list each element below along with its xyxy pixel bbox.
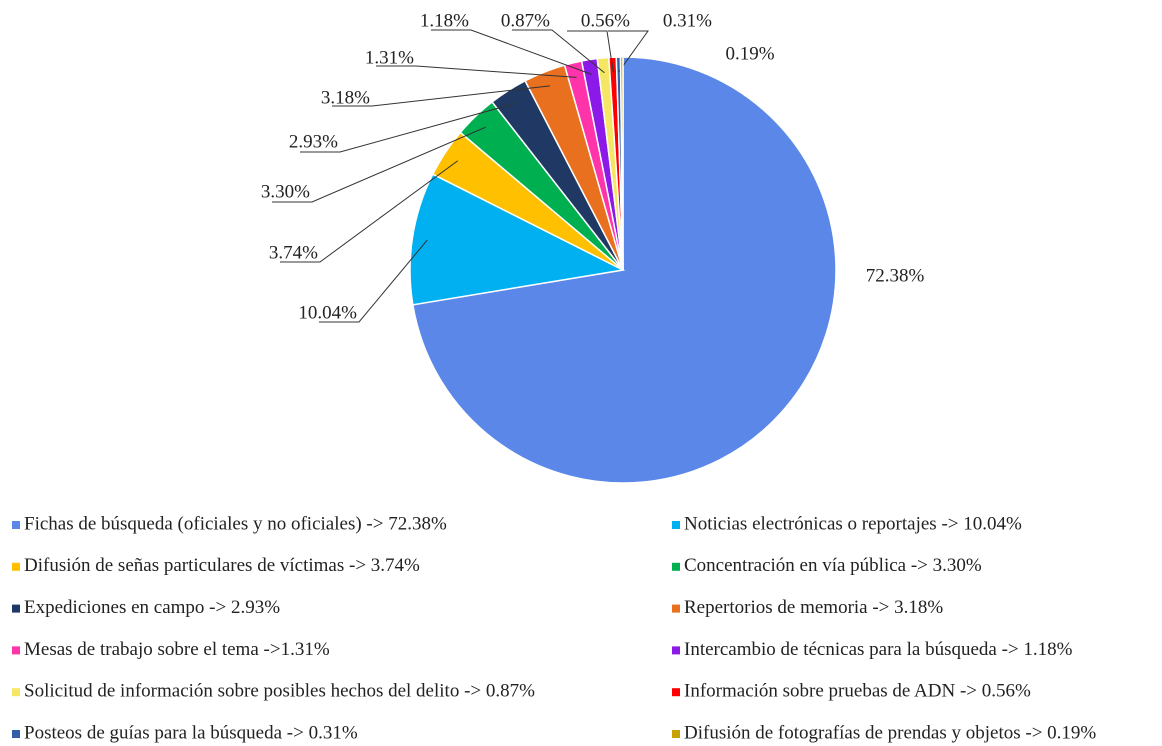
legend-swatch [12, 688, 20, 697]
pie-slice [619, 56, 624, 271]
legend-label: Noticias electrónicas o reportajes -> 10… [684, 513, 1022, 534]
data-label: 1.31% [365, 47, 414, 68]
legend-label: Repertorios de memoria -> 3.18% [684, 597, 943, 618]
data-label: 2.93% [289, 131, 338, 152]
legend-swatch [12, 562, 20, 571]
leader-line [300, 102, 517, 153]
leader-line [567, 30, 614, 73]
leader-line [272, 126, 486, 203]
legend-swatch [12, 646, 20, 655]
data-label: 10.04% [298, 302, 357, 323]
leader-line [512, 29, 605, 74]
legend-label: Solicitud de información sobre posibles … [24, 681, 535, 702]
legend-label: Mesas de trabajo sobre el tema ->1.31% [24, 639, 330, 660]
data-label: 0.31% [663, 10, 712, 31]
legend-swatch [672, 562, 680, 571]
data-label: 3.30% [261, 181, 310, 202]
leader-line [319, 239, 428, 323]
leader-line [376, 65, 577, 78]
data-label: 0.87% [501, 10, 550, 31]
legend-swatch [672, 521, 680, 529]
legend-label: Difusión de fotografías de prendas y obj… [684, 722, 1096, 743]
legend-label: Información sobre pruebas de ADN -> 0.56… [684, 681, 1031, 702]
legend-swatch [672, 646, 680, 655]
data-label: 3.74% [269, 242, 318, 263]
legend-label: Expediciones en campo -> 2.93% [24, 597, 280, 618]
legend-swatch [12, 730, 20, 738]
leader-line [332, 85, 551, 107]
data-label: 0.56% [581, 10, 630, 31]
leader-line [608, 30, 649, 73]
legend-label: Difusión de señas particulares de víctim… [24, 555, 420, 576]
leader-line [280, 160, 459, 263]
legend-swatch [672, 688, 680, 697]
legend-label: Posteos de guías para la búsqueda -> 0.3… [24, 722, 358, 743]
data-label: 1.18% [420, 10, 469, 31]
legend-label: Fichas de búsqueda (oficiales y no ofici… [24, 513, 447, 534]
legend-swatch [672, 604, 680, 613]
legend-label: Concentración en vía pública -> 3.30% [684, 555, 982, 576]
legend-label: Intercambio de técnicas para la búsqueda… [684, 639, 1073, 660]
leader-line [431, 29, 592, 75]
data-label: 0.19% [725, 43, 774, 64]
legend-swatch [12, 521, 20, 529]
legend-swatch [12, 604, 20, 613]
data-label: 3.18% [321, 87, 370, 108]
data-label: 72.38% [866, 265, 925, 286]
legend-swatch [672, 730, 680, 738]
